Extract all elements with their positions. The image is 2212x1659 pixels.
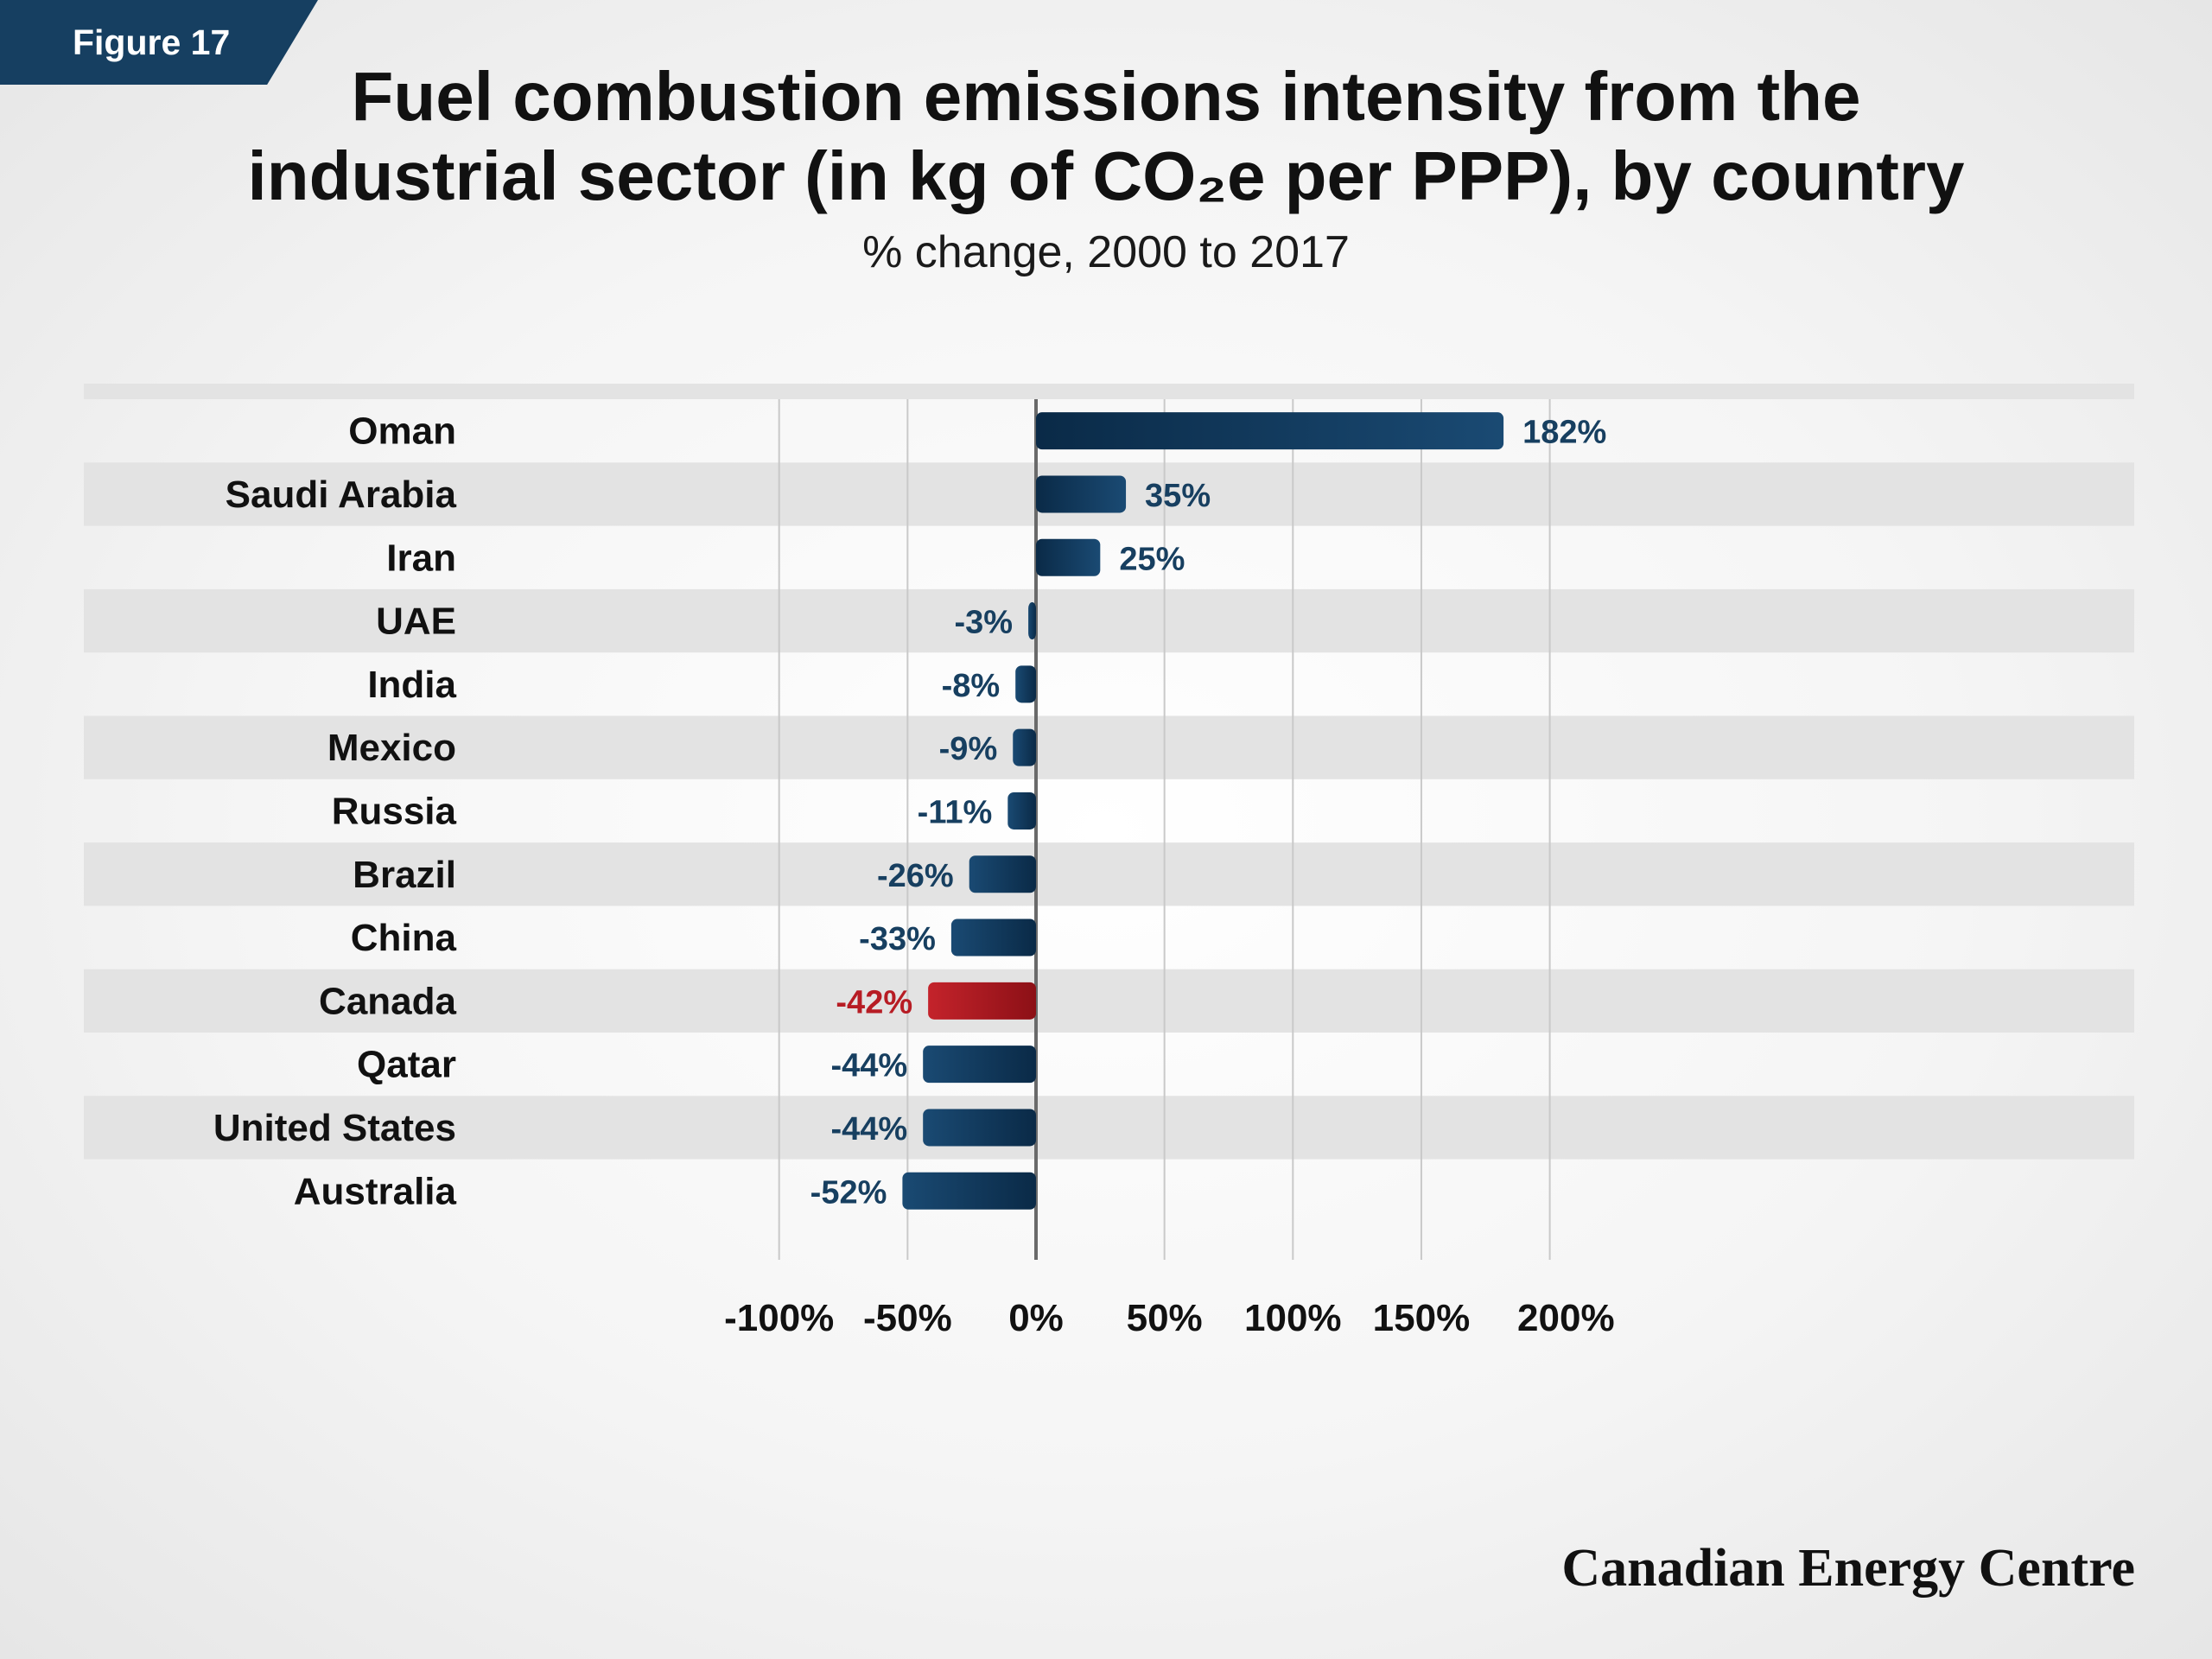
bar-china	[950, 918, 1036, 957]
figure-badge	[0, 0, 318, 85]
category-label: Australia	[294, 1170, 457, 1212]
x-tick-label: 50%	[1127, 1297, 1203, 1339]
value-label: -33%	[859, 921, 936, 957]
category-label: Canada	[319, 980, 456, 1022]
top-band	[84, 384, 2134, 399]
row-band	[84, 1096, 2134, 1160]
figure-badge-label: Figure 17	[73, 22, 231, 62]
bars	[902, 412, 1504, 1210]
row-bands	[84, 384, 2134, 1160]
value-labels: 182% 35% 25% -3% -8% -9% -11% -26% -33% -42% -44% -…	[810, 415, 1607, 1211]
value-label: -3%	[955, 605, 1014, 641]
x-tick-label: -50%	[863, 1297, 952, 1339]
chart-title-line-2: industrial sector (in kg of CO₂e per PPP…	[247, 137, 1965, 214]
row-band	[84, 969, 2134, 1033]
bar-australia	[902, 1172, 1036, 1210]
bar-uae	[1028, 602, 1036, 640]
bar-saudi-arabia	[1036, 475, 1127, 513]
bar-russia	[1007, 791, 1036, 830]
value-label: -9%	[939, 731, 998, 767]
category-label: Oman	[348, 410, 456, 453]
bar-oman	[1036, 412, 1504, 450]
value-label: -26%	[877, 858, 954, 894]
bar-iran	[1036, 538, 1101, 576]
category-label: India	[367, 664, 456, 706]
row-band	[84, 588, 2134, 653]
x-tick-label: 0%	[1008, 1297, 1064, 1339]
value-label: 35%	[1145, 478, 1211, 514]
bar-india	[1015, 665, 1036, 703]
x-tick-label: 200%	[1517, 1297, 1615, 1339]
x-tick-label: 100%	[1244, 1297, 1342, 1339]
category-label: Saudi Arabia	[226, 474, 457, 516]
value-label: -44%	[830, 1111, 907, 1147]
value-label: -8%	[942, 668, 1001, 704]
x-tick-label: -100%	[724, 1297, 834, 1339]
chart-subtitle: % change, 2000 to 2017	[862, 227, 1350, 277]
x-axis-tick-labels: -100% -50% 0% 50% 100% 150% 200%	[724, 1297, 1614, 1339]
value-label: -52%	[810, 1174, 887, 1211]
value-label: -11%	[918, 794, 993, 830]
x-tick-label: 150%	[1373, 1297, 1471, 1339]
brand-logo-text: Canadian Energy Centre	[1561, 1539, 2135, 1598]
bar-canada	[928, 982, 1036, 1020]
category-label: UAE	[376, 601, 456, 643]
category-label: Brazil	[353, 854, 456, 896]
row-band	[84, 715, 2134, 779]
category-labels: Oman Saudi Arabia Iran UAE India Mexico Russia…	[213, 410, 457, 1213]
value-label: -42%	[836, 984, 912, 1020]
category-label: Iran	[386, 537, 456, 579]
chart-title: Fuel combustion emissions intensity from…	[0, 57, 2212, 216]
bar-united-states	[923, 1109, 1036, 1147]
row-band	[84, 842, 2134, 906]
category-label: United States	[213, 1107, 456, 1149]
value-label: 182%	[1522, 415, 1606, 451]
category-label: Qatar	[357, 1044, 456, 1086]
bar-qatar	[923, 1046, 1036, 1084]
category-label: China	[351, 917, 457, 959]
chart-title-line-1: Fuel combustion emissions intensity from…	[351, 58, 1861, 135]
category-label: Russia	[332, 790, 457, 832]
bar-brazil	[969, 855, 1036, 893]
bar-mexico	[1013, 728, 1036, 766]
category-label: Mexico	[327, 727, 456, 769]
value-label: -44%	[830, 1048, 907, 1084]
value-label: 25%	[1119, 541, 1185, 577]
